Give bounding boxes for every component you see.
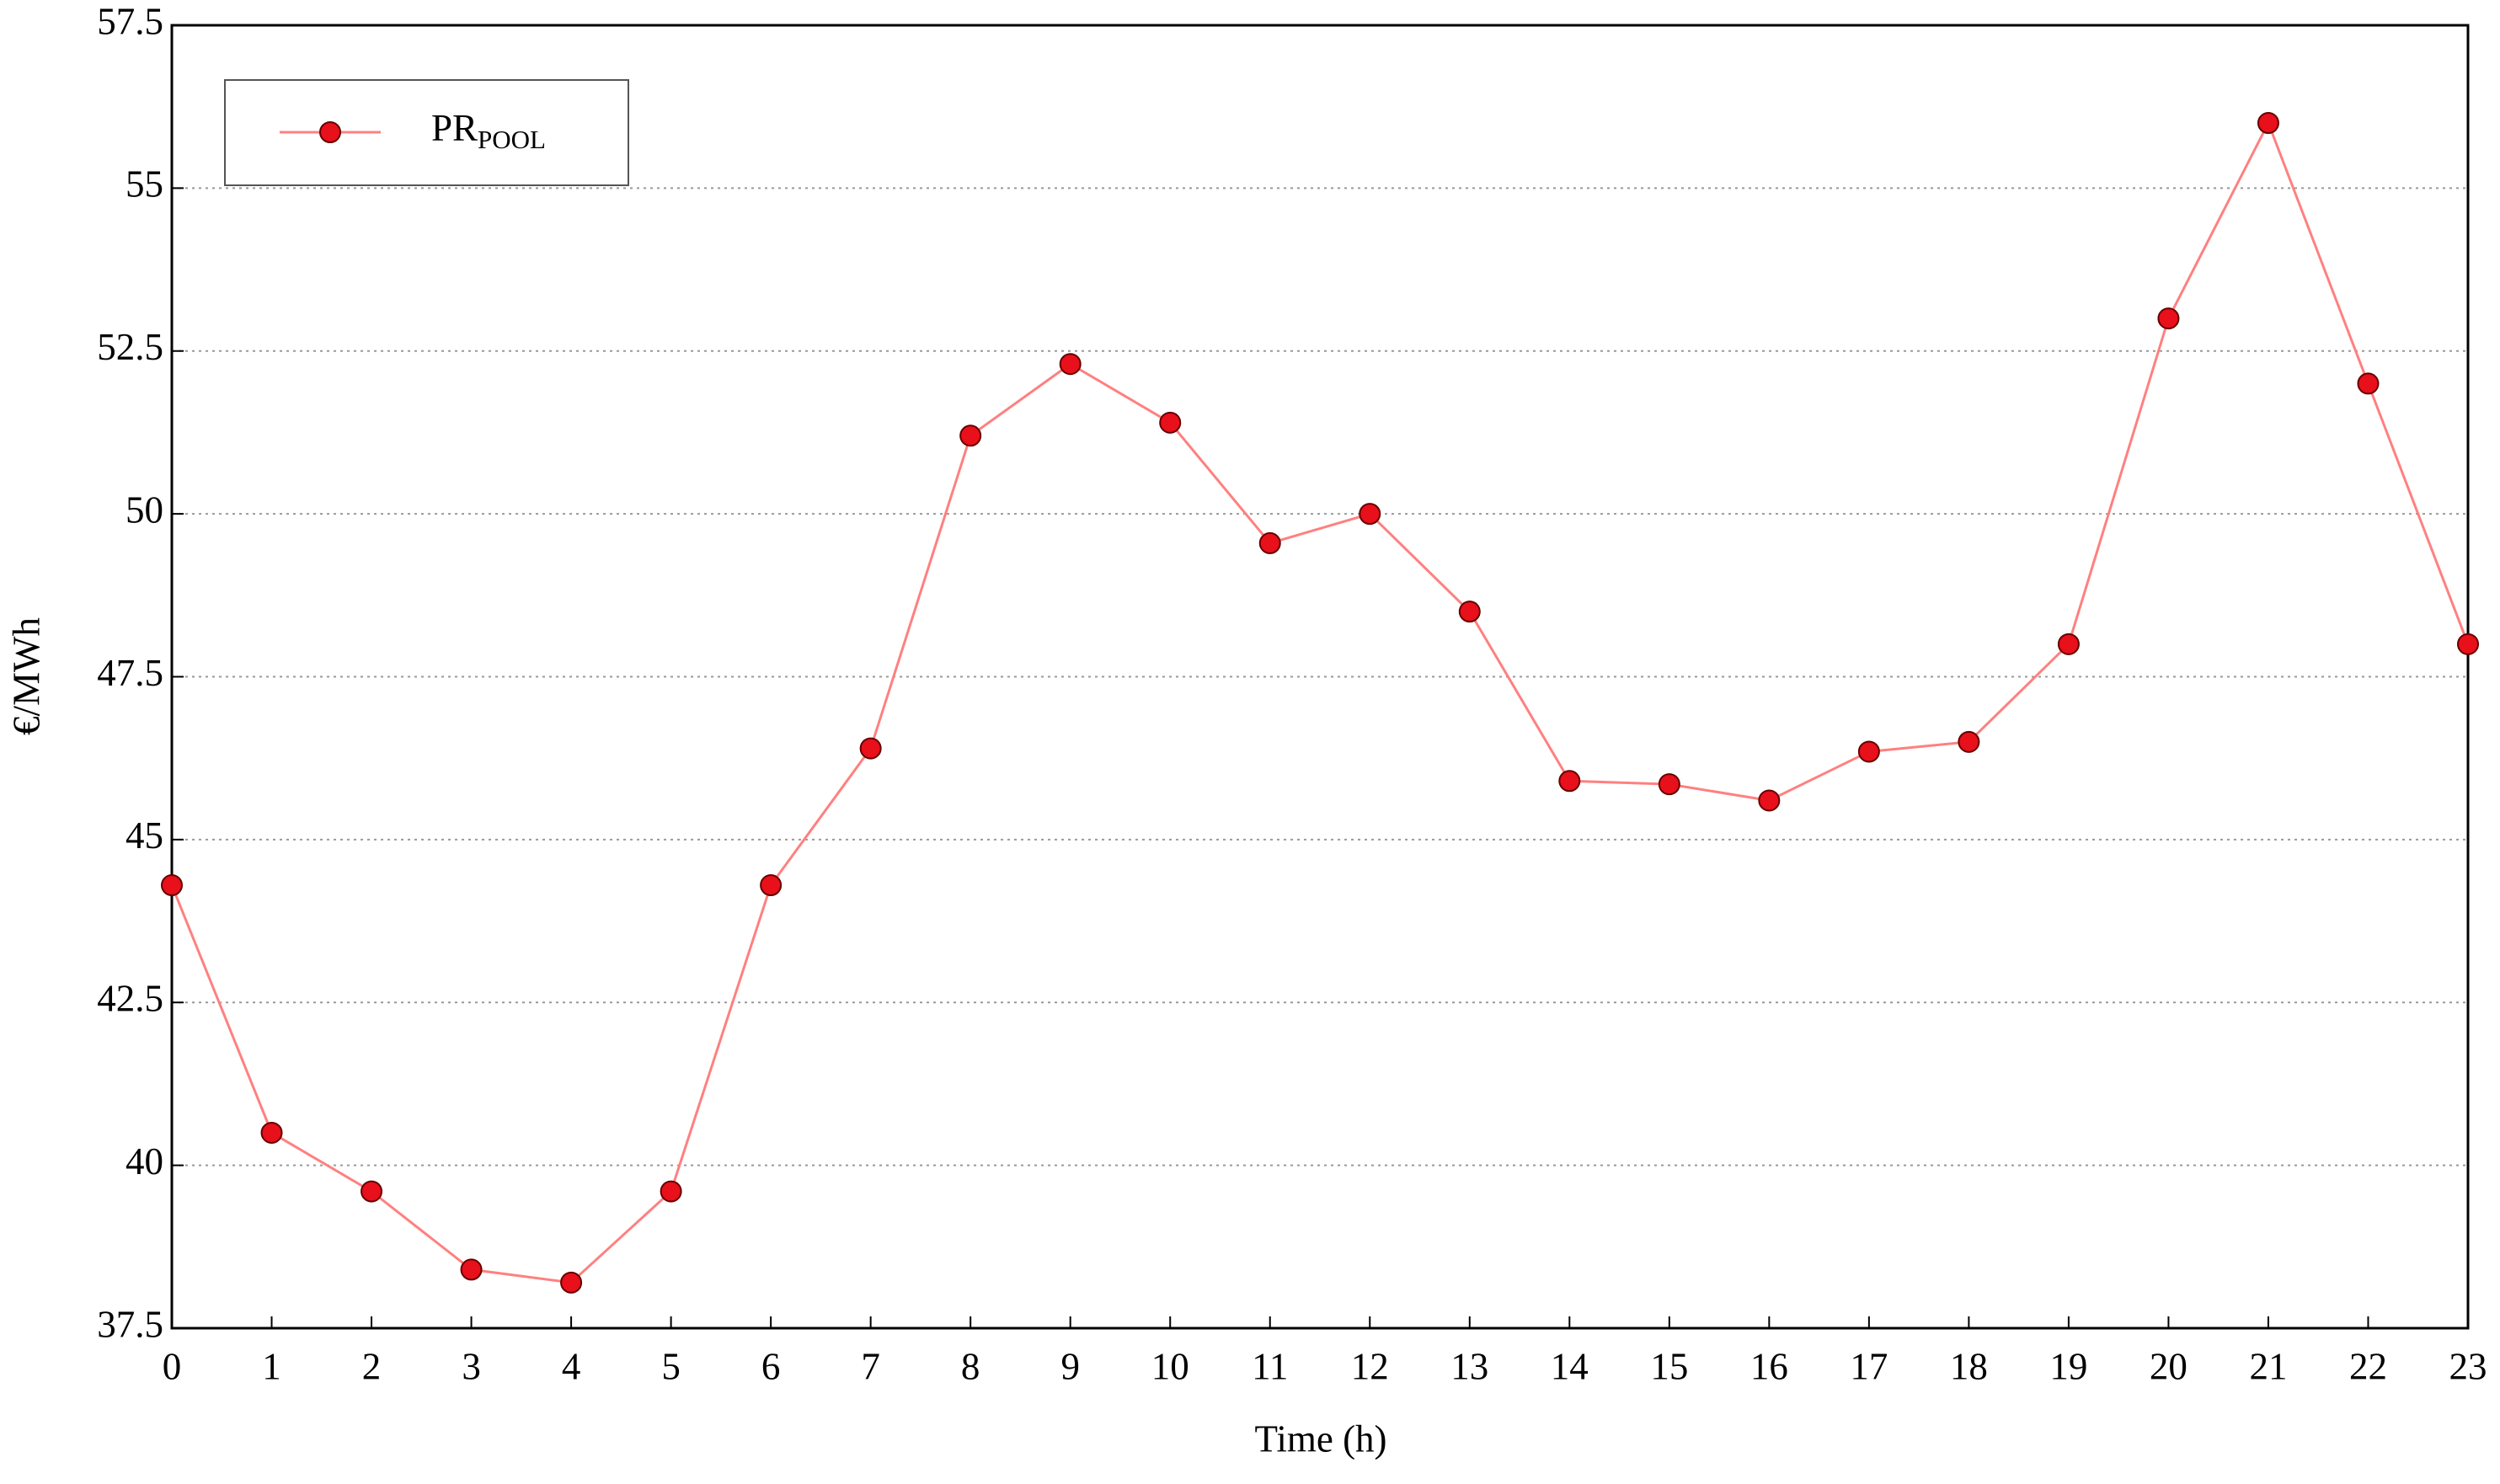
data-point [2057,633,2080,655]
data-point [1458,601,1481,623]
x-tick-label: 9 [1060,1345,1080,1387]
x-tick-label: 18 [1950,1345,1988,1387]
data-point [1258,531,1281,554]
y-tick-label: 40 [126,1140,163,1182]
data-point [1958,730,1980,753]
x-tick-label: 21 [2249,1345,2287,1387]
data-point [1658,773,1680,796]
data-point [859,737,882,760]
x-tick-label: 1 [262,1345,281,1387]
plot-frame [170,24,2470,1330]
x-tick-label: 10 [1151,1345,1189,1387]
x-axis-label: Time (h) [1254,1417,1386,1460]
x-tick-label: 23 [2449,1345,2487,1387]
y-tick-label: 50 [126,488,163,531]
legend-name: PR [431,107,478,149]
data-point [959,424,982,447]
legend-label: PRPOOL [431,107,546,154]
series-line [170,120,2470,1284]
y-tick-label: 57.5 [97,0,163,42]
x-tick-label: 20 [2150,1345,2188,1387]
x-tick-label: 13 [1450,1345,1488,1387]
data-point [161,874,183,897]
data-point [2457,633,2479,655]
x-tick-label: 7 [861,1345,880,1387]
x-tick-label: 4 [562,1345,581,1387]
y-tick-label: 47.5 [97,652,163,694]
x-tick-label: 22 [2349,1345,2387,1387]
y-tick-label: 42.5 [97,978,163,1020]
y-tick-label: 52.5 [97,326,163,368]
x-tick-label: 6 [761,1345,781,1387]
x-tick-label: 19 [2049,1345,2087,1387]
data-point [1758,789,1781,812]
data-point [1159,411,1182,434]
x-tick-label: 0 [163,1345,182,1387]
y-axis-label: €/MWh [5,617,47,735]
y-tick-label: 45 [126,814,163,857]
x-tick-label: 2 [362,1345,382,1387]
legend-marker [319,121,341,143]
data-point [2357,372,2380,395]
data-point [760,874,783,897]
data-point [361,1180,383,1203]
x-tick-label: 8 [961,1345,980,1387]
data-point [560,1271,583,1294]
x-tick-label: 11 [1252,1345,1288,1387]
x-tick-label: 12 [1351,1345,1389,1387]
data-point [660,1180,682,1203]
x-tick-label: 16 [1750,1345,1788,1387]
data-point [2157,307,2180,330]
data-point [1059,353,1082,376]
data-point [260,1121,283,1144]
data-point [1558,770,1581,793]
x-tick-label: 17 [1850,1345,1888,1387]
data-point [460,1258,483,1281]
y-tick-label: 37.5 [97,1303,163,1345]
x-tick-label: 15 [1650,1345,1688,1387]
data-point [1359,503,1381,526]
data-point [1857,740,1880,763]
x-tick-label: 3 [462,1345,481,1387]
y-tick-label: 55 [126,163,163,206]
data-point [2257,112,2279,135]
legend-subscript: POOL [478,125,546,154]
x-tick-label: 5 [661,1345,681,1387]
x-tick-label: 14 [1551,1345,1589,1387]
